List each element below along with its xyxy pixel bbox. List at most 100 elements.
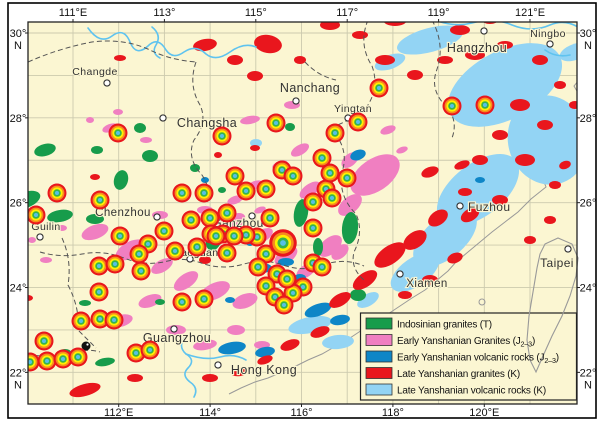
deposit-ring xyxy=(301,285,305,289)
deposit-ring xyxy=(285,277,289,281)
geology-patch xyxy=(350,154,400,196)
ore-deposit-symbol xyxy=(34,331,54,351)
geology-patch xyxy=(313,238,323,256)
deposit-ring xyxy=(98,198,102,202)
geology-patch xyxy=(151,258,173,274)
geology-patch xyxy=(299,181,321,199)
axis-label-left: 22° xyxy=(10,367,27,379)
deposit-ring xyxy=(311,226,315,230)
ore-deposit-symbol xyxy=(217,203,237,223)
city-label: Xiamen xyxy=(406,278,447,290)
ore-deposit-symbol xyxy=(194,183,214,203)
ore-deposit-symbol xyxy=(303,192,323,212)
river xyxy=(544,49,571,57)
city-label: Guangzhou xyxy=(143,331,211,345)
city-hangzhou: Hangzhou xyxy=(446,27,508,56)
city-dot xyxy=(170,325,178,333)
ore-deposit-symbol xyxy=(200,208,220,228)
geology-patch xyxy=(549,181,561,189)
deposit-ring xyxy=(79,319,83,323)
province-boundary xyxy=(304,61,337,81)
ore-deposit-symbol xyxy=(475,95,495,115)
figure-border xyxy=(7,2,597,419)
city-label: Nanchang xyxy=(280,81,340,95)
ore-deposit-symbol xyxy=(71,311,91,331)
geology-patch xyxy=(155,299,165,305)
city-guangzhou: Guangzhou xyxy=(142,325,212,346)
ore-deposit-symbol xyxy=(129,244,149,264)
deposit-ring xyxy=(483,103,487,107)
geology-patch xyxy=(450,25,470,35)
city-yingtan: Yingtan xyxy=(333,102,373,122)
axis-label-bottom: 116° xyxy=(291,407,313,419)
geology-patch xyxy=(250,139,262,147)
geology-patch xyxy=(57,225,67,231)
geology-patch xyxy=(374,242,406,268)
river xyxy=(185,353,247,361)
province-boundary xyxy=(432,22,455,139)
legend-box xyxy=(359,312,578,401)
deposit-ring xyxy=(244,189,248,193)
geology-patch xyxy=(380,125,396,135)
deposit-ring xyxy=(195,245,199,249)
deposit-ring xyxy=(256,265,260,269)
ore-deposit-symbol xyxy=(325,123,345,143)
axis-label-right: 22° xyxy=(580,367,597,379)
ore-deposit-symbol xyxy=(212,126,232,146)
axis-label-left: 26° xyxy=(10,198,27,210)
geology-patch xyxy=(559,160,571,170)
geology-patch xyxy=(34,143,56,157)
axis-label-right-suffix: N xyxy=(584,379,592,391)
geology-patch xyxy=(492,195,508,205)
province-boundary xyxy=(28,40,197,63)
deposit-ring xyxy=(162,229,166,233)
deposits-layer xyxy=(28,78,495,372)
geology-patch xyxy=(278,258,294,266)
ore-deposit-symbol xyxy=(140,340,160,360)
city-ningbo: Ningbo xyxy=(529,27,567,48)
axis-label-left: 24° xyxy=(10,283,27,295)
deposit-ring xyxy=(255,235,259,239)
geology-patch xyxy=(515,154,535,166)
legend-swatch xyxy=(365,317,393,330)
axis-label-right: 26° xyxy=(580,198,597,210)
geology-patch xyxy=(458,188,472,196)
axis-label-right: 28° xyxy=(580,113,597,125)
geology-patch xyxy=(142,150,158,162)
province-boundary xyxy=(329,22,376,129)
ore-deposit-symbol xyxy=(224,226,244,246)
geology-patch xyxy=(254,34,282,54)
ore-deposit-symbol xyxy=(256,276,276,296)
ore-deposit-symbol xyxy=(256,179,276,199)
deposit-ring xyxy=(137,252,141,256)
geology-patch xyxy=(390,252,440,292)
geology-patch xyxy=(483,22,497,24)
city-xiamen: Xiamen xyxy=(396,270,448,291)
deposit-ring xyxy=(225,211,229,215)
city-label: Yingtan xyxy=(334,103,372,115)
deposit-ring xyxy=(274,121,278,125)
city-label: Ningbo xyxy=(530,28,566,40)
deposit-ring xyxy=(189,218,193,222)
deposit-ring xyxy=(173,249,177,253)
geology-patch xyxy=(232,293,258,309)
geology-patch xyxy=(91,146,103,154)
axis-label-bottom: 114° xyxy=(199,407,221,419)
geology-patch xyxy=(193,38,217,52)
axis-label-right-suffix: N xyxy=(584,40,592,52)
deposit-ring xyxy=(112,318,116,322)
deposit-ring xyxy=(268,216,272,220)
city-label: Changde xyxy=(72,66,117,78)
ore-deposit-symbol xyxy=(90,190,110,210)
ore-deposit-symbol xyxy=(248,257,268,277)
ore-deposit-symbol xyxy=(337,168,357,188)
map-frame xyxy=(27,21,578,405)
geology-patch xyxy=(310,326,330,338)
axis-labels: 111°E 113° 115° 117° 119° 121°E 112°E 114° 116° 1… xyxy=(10,7,597,419)
geology-patch xyxy=(40,257,52,263)
geology-patch xyxy=(492,130,508,140)
deposit-ring xyxy=(328,171,332,175)
province-boundary xyxy=(190,61,209,206)
geology-patch xyxy=(352,31,368,39)
geology-patch xyxy=(472,155,488,165)
